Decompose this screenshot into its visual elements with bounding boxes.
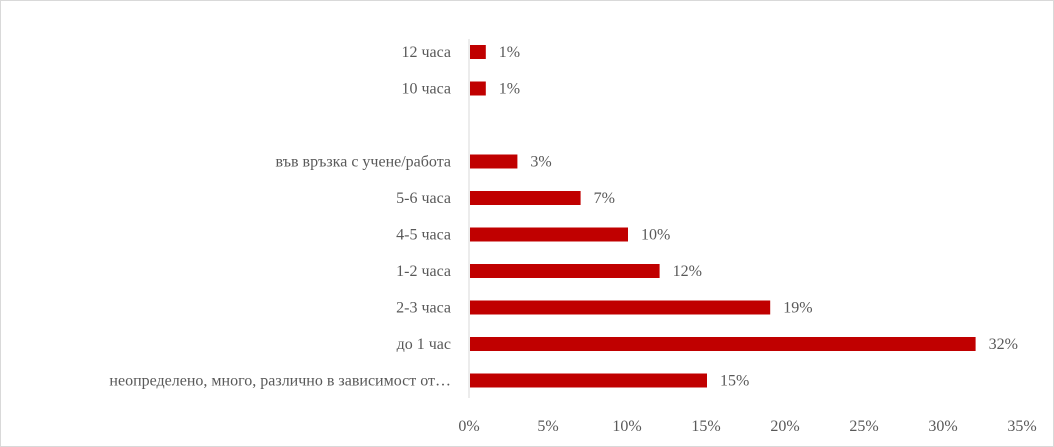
data-label: 7% <box>594 190 615 207</box>
category-label: до 1 час <box>397 336 451 353</box>
category-label: 10 часа <box>401 81 451 98</box>
category-label: във връзка с учене/работа <box>276 154 451 171</box>
category-label: 5-6 часа <box>396 190 451 207</box>
x-tick-label: 10% <box>612 418 641 435</box>
bar <box>470 191 581 205</box>
bar <box>470 154 518 169</box>
x-tick-label: 0% <box>458 418 479 435</box>
category-label: неопределено, много, различно в зависимо… <box>109 373 451 390</box>
bar <box>470 45 486 59</box>
category-label: 1-2 часа <box>396 263 451 280</box>
category-label: 12 часа <box>401 44 451 61</box>
data-label: 19% <box>783 300 812 317</box>
x-tick-label: 35% <box>1007 418 1036 435</box>
category-label: 4-5 часа <box>396 227 451 244</box>
bar <box>470 300 771 315</box>
data-label: 12% <box>673 263 702 280</box>
data-label: 32% <box>989 336 1018 353</box>
x-tick-label: 15% <box>691 418 720 435</box>
data-label: 10% <box>641 227 670 244</box>
x-tick-label: 25% <box>849 418 878 435</box>
x-tick-label: 30% <box>928 418 957 435</box>
labels-layer: 12 часа 1% 10 часа 1% във връзка с учене/раб… <box>109 44 1036 435</box>
data-label: 15% <box>720 373 749 390</box>
bars-layer <box>470 45 976 388</box>
category-label: 2-3 часа <box>396 300 451 317</box>
bar <box>470 337 976 351</box>
bar <box>470 373 707 388</box>
data-label: 1% <box>499 81 520 98</box>
bar <box>470 264 660 278</box>
data-label: 3% <box>530 154 551 171</box>
data-label: 1% <box>499 44 520 61</box>
x-tick-label: 20% <box>770 418 799 435</box>
bar <box>470 81 486 96</box>
x-tick-label: 5% <box>537 418 558 435</box>
bar <box>470 227 628 242</box>
